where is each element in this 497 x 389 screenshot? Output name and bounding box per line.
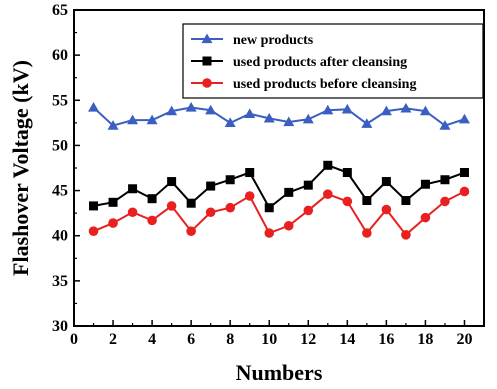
series-2-point-5 [166, 201, 177, 211]
series-1-point-5 [167, 177, 177, 187]
y-tick-label-35: 35 [52, 273, 68, 290]
y-tick-label-60: 60 [52, 47, 68, 64]
y-tick-label-30: 30 [52, 318, 68, 335]
series-2 [88, 186, 470, 240]
series-1-point-2 [108, 197, 118, 207]
series-1-point-12 [303, 180, 313, 190]
y-tick-label-65: 65 [52, 2, 68, 19]
legend-label-2: used products before cleansing [233, 77, 416, 92]
legend-marker-2 [202, 78, 212, 88]
x-tick-label-2: 2 [109, 331, 117, 348]
series-1-point-8 [225, 175, 235, 185]
series-2-point-6 [186, 226, 196, 236]
x-tick-label-6: 6 [187, 331, 195, 348]
series-2-point-8 [225, 202, 235, 213]
y-tick-label-50: 50 [52, 137, 68, 154]
x-tick-label-0: 0 [70, 331, 78, 348]
series-2-point-9 [244, 191, 255, 201]
series-0-point-1 [88, 102, 100, 112]
series-0-point-7 [205, 104, 217, 115]
series-1-point-6 [186, 198, 196, 208]
x-tick-label-8: 8 [226, 331, 234, 348]
legend: new products used products after cleansin… [182, 23, 484, 99]
series-2-point-18 [420, 212, 431, 223]
series-1-point-7 [206, 181, 216, 191]
series-0-point-12 [302, 113, 314, 124]
series-2-point-11 [283, 220, 294, 231]
series-2-point-10 [264, 228, 275, 238]
series-0-point-5 [166, 105, 178, 116]
legend-marker-0 [201, 33, 213, 44]
series-2-point-15 [362, 228, 372, 238]
series-0-point-16 [380, 105, 392, 116]
series-1-point-14 [342, 168, 352, 178]
series-2-point-2 [108, 218, 118, 228]
axis-ticks: 0 2 4 6 8 10 12 14 16 18 20 30 35 40 45 50 55 60 65 [52, 2, 472, 348]
series-0-point-13 [322, 104, 334, 115]
legend-label-1: used products after cleansing [233, 55, 407, 70]
series-2-point-13 [323, 189, 333, 199]
series-2-point-16 [381, 204, 392, 215]
series-1-point-1 [89, 201, 99, 211]
series-1-point-9 [245, 168, 255, 178]
x-tick-label-20: 20 [456, 331, 472, 348]
series-2-point-17 [401, 230, 411, 240]
series-2-point-4 [147, 215, 157, 226]
series-1-point-10 [264, 203, 274, 213]
legend-label-0: new products [233, 33, 314, 48]
series-0-point-9 [244, 108, 256, 118]
series-0-point-18 [419, 105, 431, 116]
series-1-point-16 [381, 177, 391, 187]
series-0-point-14 [341, 103, 353, 114]
series-1-point-11 [284, 187, 294, 197]
x-tick-label-18: 18 [417, 331, 433, 348]
legend-marker-1 [202, 56, 212, 66]
series-1-point-19 [440, 175, 450, 185]
y-axis-title: Flashover Voltage (kV) [8, 60, 33, 276]
series-1-point-18 [420, 179, 430, 189]
series-2-point-1 [88, 226, 99, 236]
series-0-point-17 [400, 102, 412, 113]
series-2-point-14 [342, 196, 353, 207]
x-axis-title: Numbers [236, 360, 323, 385]
series-2-point-7 [205, 207, 216, 218]
x-tick-label-14: 14 [339, 331, 355, 348]
series-1-point-13 [323, 160, 333, 170]
series-0 [88, 102, 470, 130]
x-tick-label-12: 12 [300, 331, 316, 348]
series-2-point-20 [459, 186, 470, 197]
y-tick-label-40: 40 [52, 228, 68, 245]
series-1-point-15 [362, 196, 372, 206]
series-0-point-10 [263, 112, 275, 123]
series-0-point-2 [107, 120, 119, 130]
x-tick-label-4: 4 [148, 331, 156, 348]
series-0-point-19 [439, 120, 451, 130]
series-1-point-4 [147, 194, 157, 204]
series-2-point-19 [440, 196, 450, 207]
series-0-point-6 [185, 102, 197, 112]
series-0-point-20 [458, 113, 470, 124]
series-0-point-4 [146, 114, 158, 125]
series-0-point-15 [361, 118, 373, 128]
series-0-point-8 [224, 117, 236, 127]
series-1 [89, 160, 469, 213]
series-2-point-3 [127, 207, 138, 218]
y-tick-label-45: 45 [52, 183, 68, 200]
series-1-point-3 [128, 184, 138, 194]
series-0-point-11 [283, 116, 295, 127]
series-1-point-17 [401, 196, 411, 206]
plot-marks [88, 102, 470, 240]
series-0-point-3 [127, 114, 139, 125]
series-2-point-12 [303, 205, 314, 216]
x-tick-label-10: 10 [261, 331, 277, 348]
series-1-point-20 [459, 168, 469, 178]
y-tick-label-55: 55 [52, 92, 68, 109]
legend-box [182, 23, 484, 99]
x-tick-label-16: 16 [378, 331, 394, 348]
